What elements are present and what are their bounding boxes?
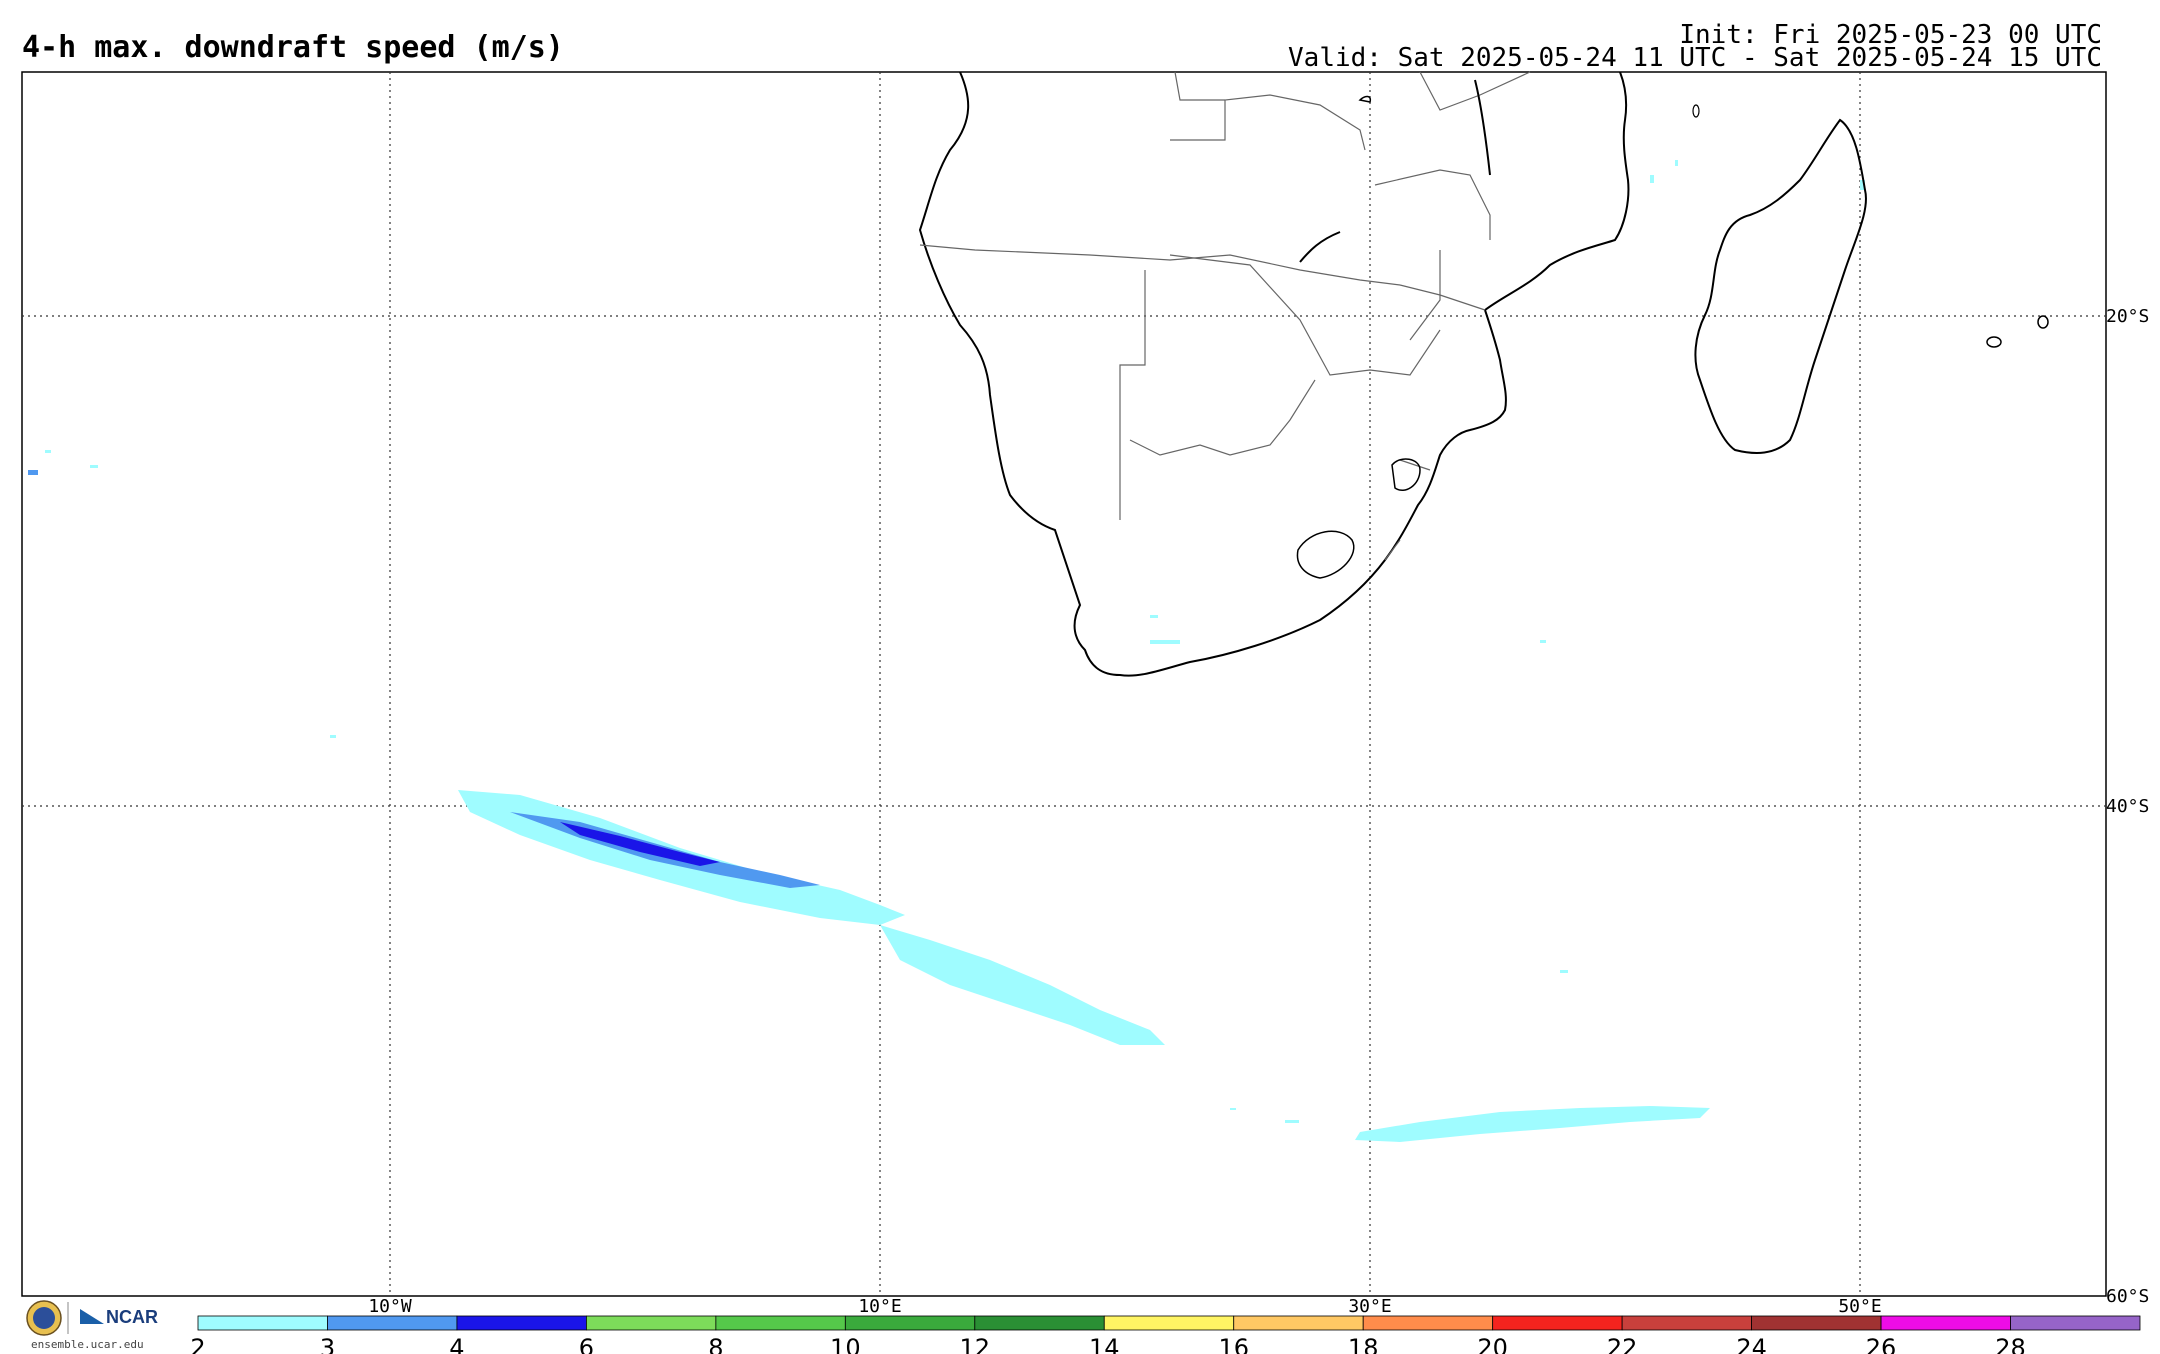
colorbar-swatch — [844, 1315, 976, 1331]
website-label: ensemble.ucar.edu — [31, 1338, 144, 1351]
colorbar-swatch — [197, 1315, 328, 1331]
lon-label-10w: 10°W — [368, 1296, 412, 1317]
colorbar-swatch — [1233, 1315, 1364, 1331]
africa-coastline — [918, 71, 1630, 677]
country-borders — [919, 71, 1531, 561]
colorbar-legend: 2 3 4 6 8 10 12 14 16 18 20 22 24 26 28 — [190, 1315, 2141, 1354]
madagascar-coastline — [1694, 118, 1867, 454]
eswatini-border — [1391, 458, 1421, 491]
lake-small — [1358, 95, 1372, 103]
lat-label-40s: 40°S — [2106, 796, 2149, 817]
colorbar-swatch — [1362, 1315, 1494, 1331]
map-title: 4-h max. downdraft speed (m/s) — [22, 30, 564, 65]
colorbar-tick-label: 24 — [1736, 1334, 1767, 1354]
valid-time: Valid: Sat 2025-05-24 11 UTC - Sat 2025-… — [1288, 43, 2102, 73]
ncar-logo-mark — [80, 1309, 104, 1324]
colorbar-swatch — [1751, 1315, 1882, 1331]
colorbar-tick-label: 28 — [1995, 1334, 2026, 1354]
colorbar-tick-label: 26 — [1866, 1334, 1897, 1354]
colorbar-swatch — [974, 1315, 1105, 1331]
colorbar-tick-label: 16 — [1218, 1334, 1249, 1354]
downdraft-speck-west — [28, 470, 38, 475]
colorbar-swatch — [2010, 1315, 2141, 1331]
lon-label-50e: 50°E — [1838, 1296, 1881, 1317]
comoros-island — [1692, 104, 1700, 118]
colorbar-swatch — [586, 1315, 717, 1331]
reunion-island — [1986, 336, 2002, 348]
lon-label-30e: 30°E — [1348, 1296, 1391, 1317]
nsf-logo — [26, 1300, 69, 1336]
colorbar-swatch — [327, 1315, 458, 1331]
lon-label-10e: 10°E — [858, 1296, 901, 1317]
downdraft-specks — [45, 160, 1865, 1123]
colorbar-tick-label: 6 — [579, 1334, 594, 1354]
colorbar-tick-label: 2 — [190, 1334, 205, 1354]
colorbar-tick-label: 18 — [1348, 1334, 1379, 1354]
init-time: Init: Fri 2025-05-23 00 UTC — [1679, 20, 2102, 50]
colorbar-tick-label: 20 — [1477, 1334, 1508, 1354]
ncar-logo-text: NCAR — [106, 1307, 158, 1327]
colorbar-swatch — [1880, 1315, 2011, 1331]
downdraft-band-40s — [458, 790, 1165, 1045]
colorbar-tick-label: 22 — [1607, 1334, 1638, 1354]
mauritius-island — [2037, 315, 2049, 329]
lake-kariba — [1299, 231, 1341, 263]
downdraft-band-50s — [1355, 1106, 1710, 1142]
colorbar-tick-label: 14 — [1089, 1334, 1120, 1354]
map-frame — [21, 71, 2107, 1297]
colorbar-swatch — [1492, 1315, 1623, 1331]
colorbar-tick-label: 4 — [449, 1334, 464, 1354]
lake-malawi — [1474, 79, 1491, 176]
colorbar-swatch — [1103, 1315, 1235, 1331]
lesotho-border — [1296, 530, 1355, 579]
colorbar-tick-label: 10 — [830, 1334, 861, 1354]
colorbar-tick-label: 8 — [708, 1334, 723, 1354]
gridlines — [22, 72, 2106, 1296]
colorbar-swatch — [456, 1315, 587, 1331]
colorbar-tick-label: 3 — [320, 1334, 335, 1354]
lat-label-60s: 60°S — [2106, 1286, 2149, 1307]
colorbar-tick-label: 12 — [960, 1334, 991, 1354]
lat-label-20s: 20°S — [2106, 306, 2149, 327]
colorbar-swatch — [1621, 1315, 1752, 1331]
colorbar-swatch — [715, 1315, 846, 1331]
